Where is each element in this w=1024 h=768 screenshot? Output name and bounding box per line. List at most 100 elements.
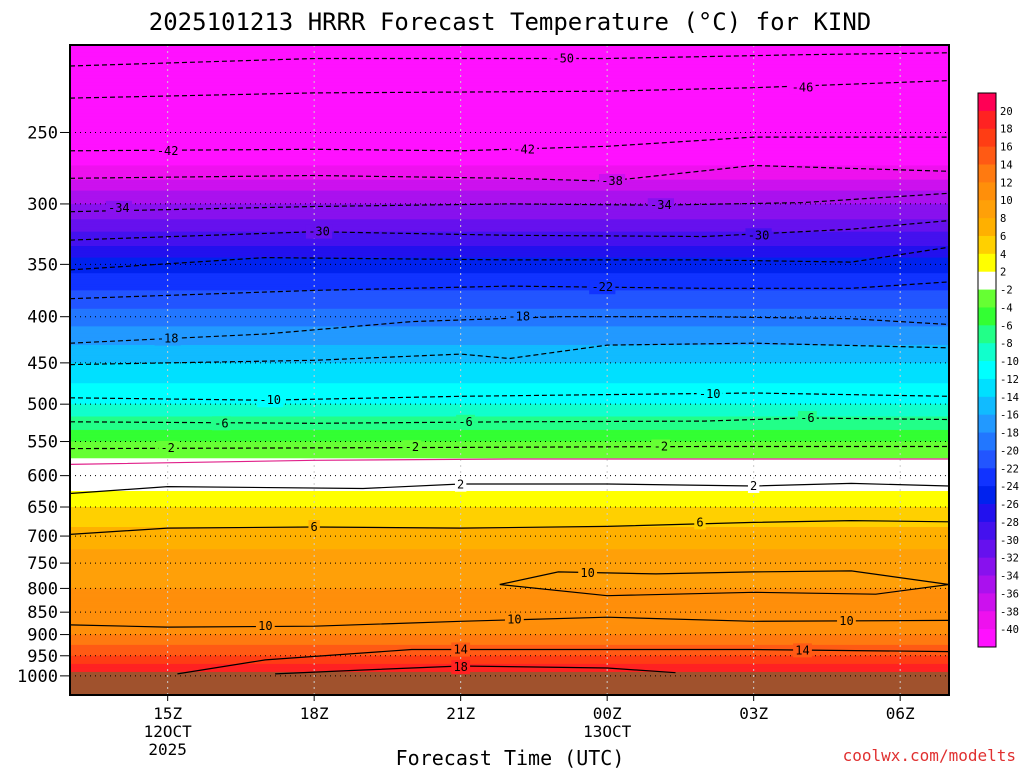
colorbar-swatch <box>978 450 996 469</box>
colorbar-swatch <box>978 200 996 219</box>
temperature-band <box>70 658 949 660</box>
temperature-band <box>70 544 949 547</box>
colorbar-tick-label: -10 <box>1000 356 1019 368</box>
temperature-band <box>70 485 949 488</box>
temperature-band <box>70 221 949 225</box>
temperature-band <box>70 396 949 399</box>
x-tick-label: 2025 <box>148 740 187 759</box>
temperature-band <box>70 168 949 172</box>
temperature-band <box>70 350 949 353</box>
contour-label: -22 <box>591 280 613 294</box>
temperature-band <box>70 419 949 422</box>
contour-label-bg <box>747 478 760 493</box>
contour-label: -2 <box>405 440 419 454</box>
temperature-band <box>70 659 949 661</box>
temperature-band <box>70 421 949 424</box>
colorbar-tick-label: -18 <box>1000 428 1019 440</box>
temperature-band <box>70 504 949 507</box>
temperature-band <box>70 643 949 645</box>
temperature-band <box>70 466 949 469</box>
temperature-band <box>70 187 949 192</box>
temperature-band <box>70 281 949 285</box>
temperature-band <box>70 636 949 638</box>
temperature-band <box>70 593 949 595</box>
temperature-band <box>70 579 949 582</box>
contour-label-bg <box>456 414 475 429</box>
temperature-band <box>70 198 949 202</box>
temperature-band <box>70 510 949 513</box>
temperature-band <box>70 497 949 500</box>
temperature-band <box>70 337 949 341</box>
temperature-band <box>70 633 949 636</box>
temperature-band <box>70 654 949 657</box>
temperature-band <box>70 668 949 671</box>
temperature-band <box>70 591 949 593</box>
temperature-band <box>70 271 949 274</box>
temperature-band <box>70 437 949 440</box>
contour-label-bg <box>255 619 275 634</box>
temperature-band <box>70 556 949 559</box>
temperature-band <box>70 608 949 610</box>
temperature-band <box>70 573 949 576</box>
temperature-band <box>70 236 949 240</box>
contour-label: -6 <box>800 411 814 425</box>
temperature-band <box>70 56 949 61</box>
temperature-band <box>70 147 949 152</box>
temperature-band <box>70 541 949 544</box>
temperature-band <box>70 543 949 546</box>
contour-label: -34 <box>108 201 130 215</box>
temperature-band <box>70 537 949 539</box>
colorbar-swatch <box>978 218 996 237</box>
y-tick-label: 350 <box>27 255 58 275</box>
contour-label: -42 <box>513 142 535 156</box>
contour-label: -10 <box>699 387 721 401</box>
temperature-band <box>70 599 949 602</box>
temperature-band <box>70 529 949 532</box>
temperature-band <box>70 607 949 610</box>
contour-label-bg <box>797 411 817 426</box>
temperature-band <box>70 109 949 114</box>
temperature-band <box>70 550 949 553</box>
contour-label: 6 <box>696 515 703 529</box>
temperature-band <box>70 386 949 389</box>
temperature-band <box>70 576 949 579</box>
y-tick-label: 750 <box>27 554 58 574</box>
colorbar-swatch <box>978 539 996 559</box>
temperature-band <box>70 290 949 294</box>
contour-label-bg <box>550 51 577 66</box>
contour-line <box>70 80 949 99</box>
temperature-band <box>70 411 949 415</box>
credit-text: coolwx.com/modelts <box>843 746 1016 765</box>
temperature-band <box>70 383 949 386</box>
temperature-band <box>70 518 949 521</box>
temperature-band <box>70 60 949 65</box>
colorbar-tick-label: -28 <box>1000 517 1019 529</box>
temperature-band <box>70 463 949 466</box>
temperature-band <box>70 590 949 592</box>
temperature-band <box>70 384 949 388</box>
temperature-band <box>70 266 949 270</box>
temperature-band <box>70 645 949 648</box>
temperature-band <box>70 159 949 164</box>
temperature-band <box>70 476 949 479</box>
temperature-band <box>70 273 949 277</box>
temperature-band <box>70 456 949 459</box>
temperature-band <box>70 667 949 670</box>
temperature-band <box>70 388 949 391</box>
temperature-band <box>70 339 949 342</box>
contour-line <box>70 316 949 344</box>
contour-line <box>499 570 949 597</box>
colorbar-tick-label: 18 <box>1000 124 1013 136</box>
y-tick-label: 500 <box>27 395 58 415</box>
temperature-band <box>70 542 949 545</box>
temperature-band <box>70 659 949 662</box>
y-tick-label: 950 <box>27 647 58 667</box>
temperature-band <box>70 259 949 263</box>
temperature-band <box>70 182 949 186</box>
colorbar-tick-label: -22 <box>1000 463 1019 475</box>
temperature-band <box>70 587 949 590</box>
temperature-band <box>70 492 949 495</box>
temperature-band <box>70 534 949 537</box>
temperature-band <box>70 449 949 452</box>
temperature-band <box>70 654 949 656</box>
